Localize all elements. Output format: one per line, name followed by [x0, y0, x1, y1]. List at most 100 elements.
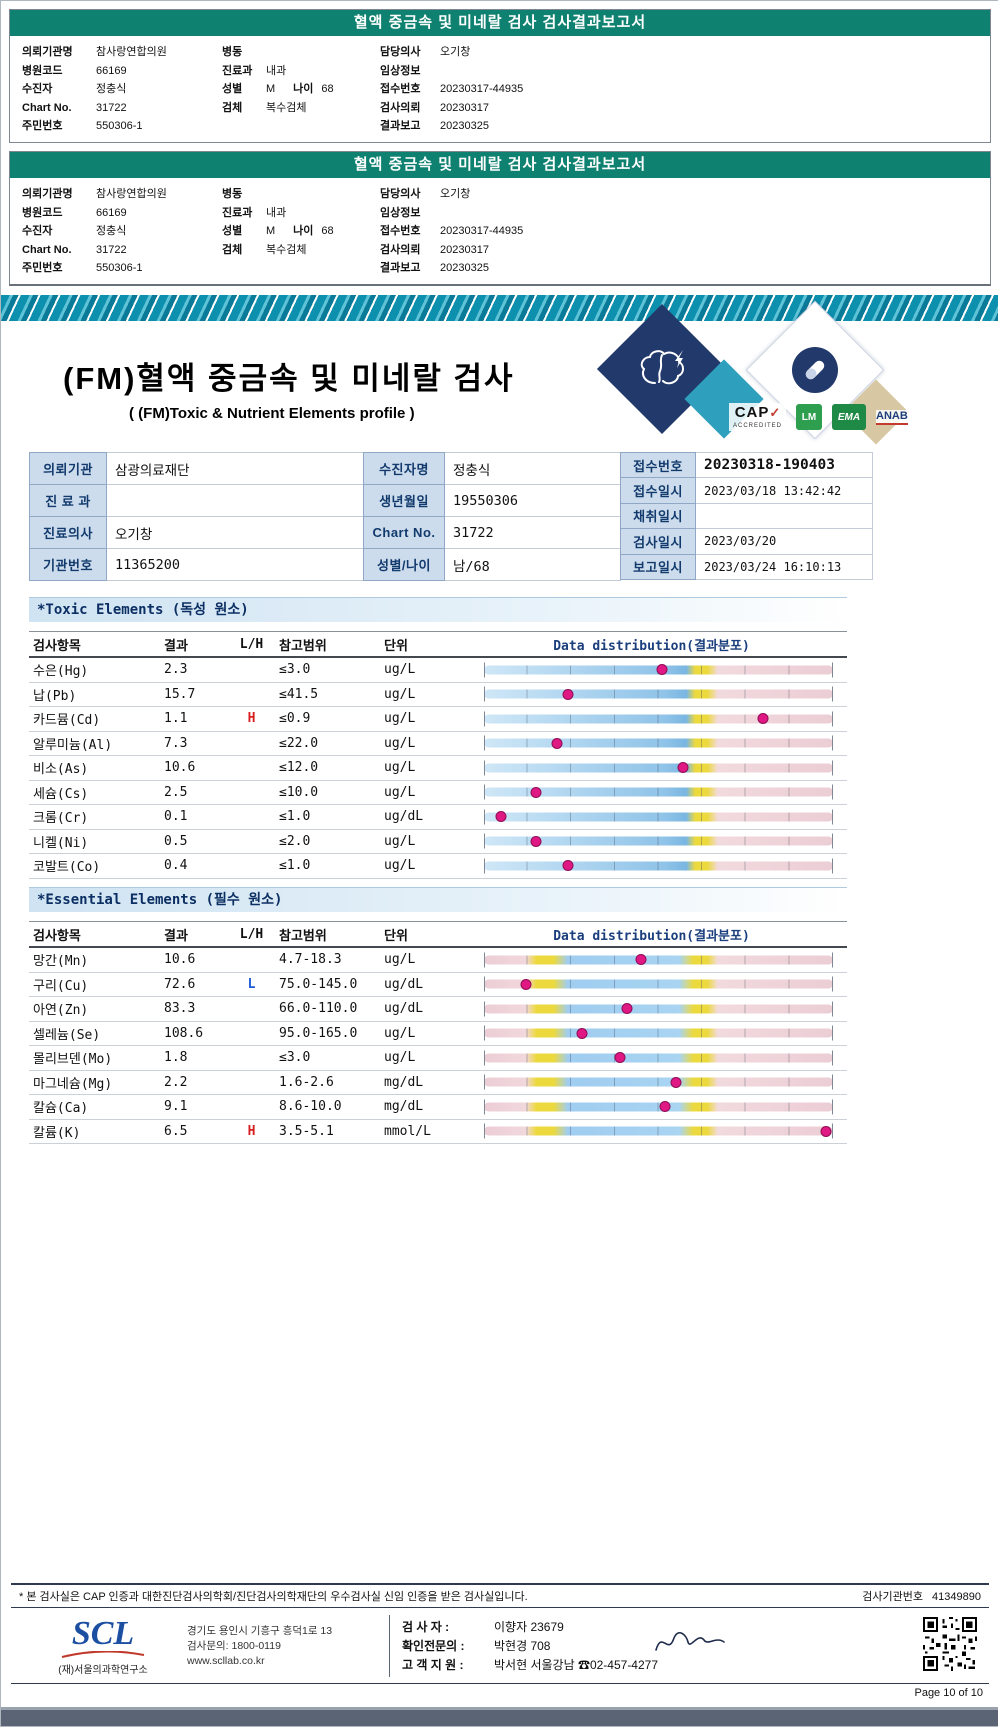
assay-result: 10.6	[164, 760, 196, 776]
info-value: 20230318-190403	[696, 452, 873, 479]
bar-ticks	[484, 1077, 833, 1087]
info-label: 의뢰기관	[29, 452, 107, 485]
field-value: 참사랑연합의원	[96, 188, 167, 200]
distribution-bar-cell	[456, 683, 847, 707]
cap-sub-label: ACCREDITED	[733, 423, 783, 429]
assay-row: 니켈(Ni) 0.5 ≤2.0 ug/L	[29, 830, 847, 854]
col-header-name: 검사항목	[33, 638, 81, 654]
assay-row: 아연(Zn) 83.3 66.0-110.0 ug/dL	[29, 997, 847, 1022]
header-field-row: 접수번호 20230317-44935	[380, 80, 980, 99]
header-col-clinic: 병동 진료과 내과 성별 M 나이 68 검체 복수검체	[222, 43, 380, 136]
header-field-row: Chart No. 31722	[22, 99, 222, 118]
bar-ticks	[484, 979, 833, 989]
patient-info-row: 수진자명 정충식	[363, 452, 621, 485]
field-value: 20230317-44935	[440, 83, 524, 95]
result-marker-icon	[495, 811, 507, 823]
field-label: 수진자	[22, 83, 53, 95]
footer-staff-row: 검 사 자 : 이향자 23679	[402, 1618, 923, 1637]
assay-unit: mg/dL	[384, 1074, 424, 1090]
staff-label: 고 객 지 원 :	[402, 1657, 464, 1672]
qr-code	[923, 1616, 981, 1676]
bar-ticks	[484, 714, 833, 724]
distribution-bar	[484, 1099, 833, 1115]
report-header-title: 혈액 중금속 및 미네랄 검사 검사결과보고서	[10, 152, 990, 178]
assay-name: 수은(Hg)	[33, 664, 89, 680]
result-marker-icon	[621, 1003, 633, 1015]
assay-row: 비소(As) 10.6 ≤12.0 ug/L	[29, 756, 847, 781]
assay-name: 크롬(Cr)	[33, 811, 89, 827]
assay-unit: ug/L	[384, 686, 416, 702]
col-header-distribution: Data distribution(결과분포)	[553, 928, 750, 944]
org-number-label: 검사기관번호	[862, 1591, 923, 1603]
assay-result: 83.3	[164, 1001, 196, 1017]
field-label: 담당의사	[380, 46, 421, 58]
header-field-row: 병동	[222, 185, 380, 204]
result-marker-icon	[614, 1052, 626, 1064]
footer-body: SCL (재)서울의과학연구소 경기도 용인시 기흥구 흥덕1로 13 검사문의…	[11, 1608, 989, 1684]
field-label: 담당의사	[380, 188, 421, 200]
assay-result: 2.2	[164, 1074, 188, 1090]
page-bottom-edge-light	[1, 1707, 998, 1710]
scl-logo: SCL	[71, 1614, 135, 1652]
field-label: 성별	[222, 225, 243, 237]
result-marker-icon	[520, 978, 532, 990]
lab-org-name: (재)서울의과학연구소	[58, 1664, 148, 1676]
assay-unit: ug/L	[384, 1050, 416, 1066]
page-title: (FM)혈액 중금속 및 미네랄 검사	[63, 361, 515, 396]
assay-unit: ug/L	[384, 833, 416, 849]
distribution-bar-cell	[456, 781, 847, 805]
report-header-title: 혈액 중금속 및 미네랄 검사 검사결과보고서	[10, 10, 990, 36]
decorative-graphics: CAP✓ ACCREDITED LM EMA ANAB	[591, 300, 981, 455]
report-header-block-2: 혈액 중금속 및 미네랄 검사 검사결과보고서 의뢰기관명 참사랑연합의원 병원…	[9, 151, 991, 286]
staff-label: 확인전문의 :	[402, 1638, 465, 1653]
info-label: 수진자명	[363, 452, 445, 485]
assay-row: 망간(Mn) 10.6 4.7-18.3 ug/L	[29, 948, 847, 973]
info-label: 기관번호	[29, 548, 107, 581]
section-title-essential: *Essential Elements (필수 원소)	[29, 887, 847, 912]
assay-result: 72.6	[164, 976, 196, 992]
essential-table-body: 망간(Mn) 10.6 4.7-18.3 ug/L 구리(Cu) 72.6 L …	[29, 948, 847, 1144]
assay-result: 0.4	[164, 858, 188, 874]
header-field-row: 수진자 정충식	[22, 222, 222, 241]
assay-row: 납(Pb) 15.7 ≤41.5 ug/L	[29, 683, 847, 707]
assay-name: 니켈(Ni)	[33, 835, 89, 851]
assay-result: 7.3	[164, 735, 188, 751]
footer-staff-row: 확인전문의 : 박현경 708	[402, 1637, 923, 1656]
field-value: 20230325	[440, 262, 489, 274]
col-header-range: 참고범위	[279, 928, 327, 944]
assay-reference-range: ≤3.0	[279, 662, 311, 678]
assay-flag: H	[247, 711, 256, 727]
assay-result: 0.5	[164, 833, 188, 849]
footer-disclaimer-row: * 본 검사실은 CAP 인증과 대한진단검사의학회/진단검사의학재단의 우수검…	[11, 1583, 989, 1608]
assay-unit: ug/L	[384, 1025, 416, 1041]
field-label: 진료과	[222, 64, 253, 77]
bar-ticks	[484, 812, 833, 822]
assay-result: 108.6	[164, 1025, 204, 1041]
col-header-unit: 단위	[384, 928, 408, 944]
info-value: 남/68	[445, 548, 621, 581]
field-label: 결과보고	[380, 120, 421, 132]
footer-staff-row: 고 객 지 원 : 박서현 서울강남 ☎02-457-4277	[402, 1656, 923, 1675]
assay-result: 2.5	[164, 784, 188, 800]
patient-info-row: Chart No. 31722	[363, 516, 621, 549]
header-field-row: 검체 복수검체	[222, 99, 380, 118]
accreditation-badges: CAP✓ ACCREDITED LM EMA ANAB	[729, 403, 908, 431]
header-col-order: 담당의사 오기창 임상정보 접수번호 20230317-44935 검사의뢰 2…	[380, 185, 980, 278]
header-field-row: 성별 M 나이 68	[222, 80, 380, 99]
assay-name: 알루미늄(Al)	[33, 737, 113, 753]
header-field-row: 검사의뢰 20230317	[380, 241, 980, 260]
field-label: 검사의뢰	[380, 101, 421, 114]
info-label: Chart No.	[363, 516, 445, 549]
info-value	[696, 502, 873, 530]
field-label: 수진자	[22, 225, 53, 237]
patient-info-table: 의뢰기관 삼광의료재단 진 료 과 진료의사 오기창 기관번호 11365200…	[29, 452, 874, 581]
distribution-bar	[484, 1074, 833, 1090]
distribution-bar	[484, 1123, 833, 1139]
bar-ticks	[484, 689, 833, 699]
field-value: 정충식	[96, 83, 127, 95]
info-label: 채취일시	[620, 502, 696, 530]
assay-reference-range: 3.5-5.1	[279, 1123, 334, 1139]
assay-name: 아연(Zn)	[33, 1003, 89, 1019]
distribution-bar-cell	[456, 1071, 847, 1095]
distribution-bar-cell	[456, 658, 847, 682]
